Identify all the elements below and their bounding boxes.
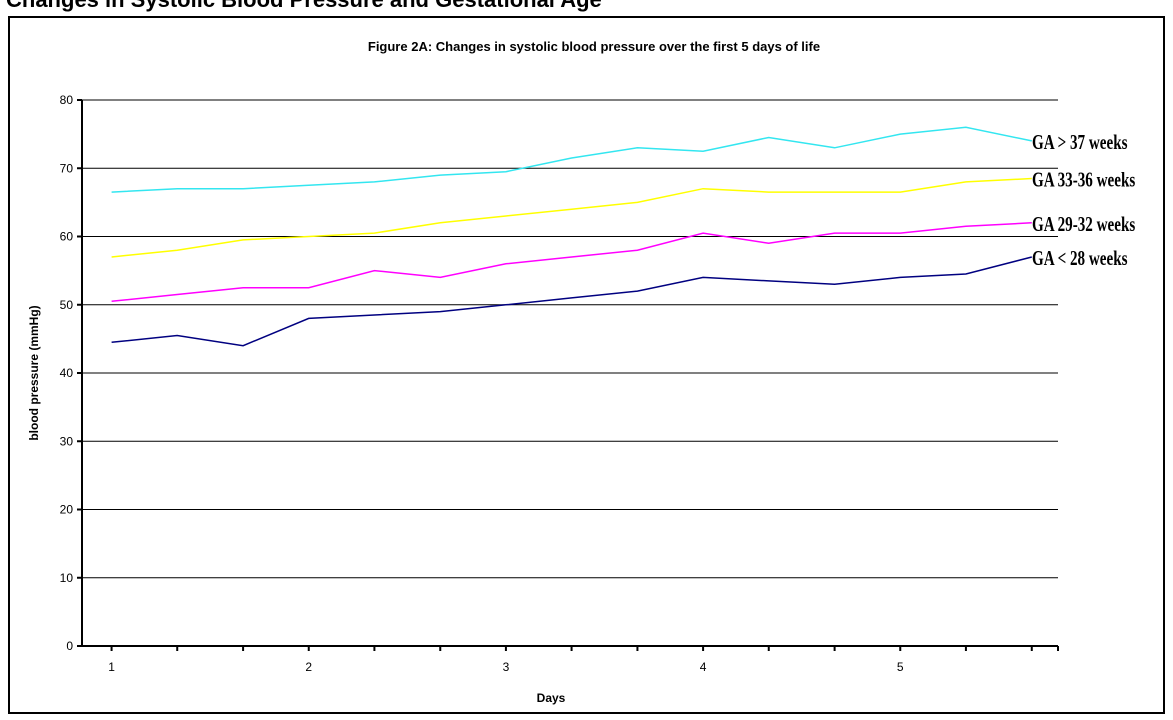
series-line-2 xyxy=(111,222,1032,303)
x-tick-label: 3 xyxy=(503,660,510,674)
series-line-1 xyxy=(111,177,1032,258)
series-line-3 xyxy=(111,256,1032,347)
x-ticks: 1 2 3 4 5 xyxy=(108,646,1059,674)
x-tick-label: 5 xyxy=(897,660,904,674)
page-heading: Changes in Systolic Blood Pressure and G… xyxy=(6,0,602,13)
series-label-3: GA < 28 weeks xyxy=(1032,247,1127,270)
x-tick-label: 4 xyxy=(700,660,707,674)
series-line-0 xyxy=(111,126,1032,193)
series-labels: GA > 37 weeks GA 33-36 weeks GA 29-32 week… xyxy=(1032,131,1135,270)
y-ticks: 0 10 20 30 40 50 60 70 80 xyxy=(60,93,82,653)
series-label-0: GA > 37 weeks xyxy=(1032,131,1127,154)
chart-frame xyxy=(8,16,1165,714)
y-tick-label: 60 xyxy=(60,230,74,244)
series-label-1: GA 33-36 weeks xyxy=(1032,168,1135,191)
series-lines xyxy=(111,126,1032,347)
y-tick-label: 0 xyxy=(66,639,73,653)
y-tick-label: 50 xyxy=(60,298,74,312)
x-axis-label: Days xyxy=(537,691,566,705)
series-label-2: GA 29-32 weeks xyxy=(1032,212,1135,235)
x-tick-label: 2 xyxy=(305,660,312,674)
y-tick-label: 30 xyxy=(60,434,74,448)
chart-title: Figure 2A: Changes in systolic blood pre… xyxy=(368,39,820,54)
y-tick-label: 20 xyxy=(60,503,74,517)
y-tick-label: 70 xyxy=(60,161,74,175)
y-tick-label: 80 xyxy=(60,93,74,107)
y-axis-label: blood pressure (mmHg) xyxy=(27,305,41,440)
y-tick-label: 10 xyxy=(60,571,74,585)
y-tick-label: 40 xyxy=(60,366,74,380)
grid xyxy=(82,99,1058,579)
x-tick-label: 1 xyxy=(108,660,115,674)
